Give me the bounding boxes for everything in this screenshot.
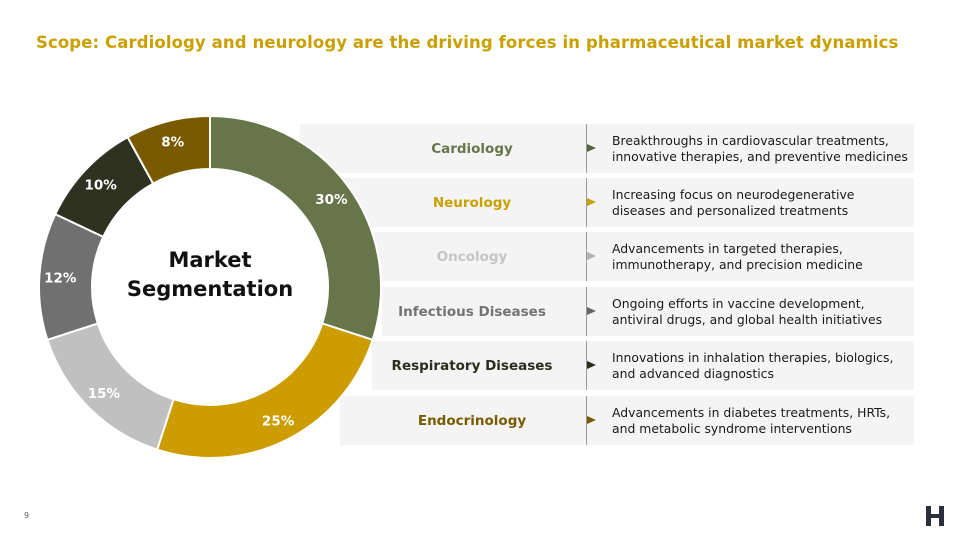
- segment-description: Breakthroughs in cardiovascular treatmen…: [612, 132, 908, 164]
- segment-divider: [586, 124, 587, 173]
- segment-row: Respiratory Diseases Innovations in inhal…: [372, 341, 914, 390]
- slide-title: Scope: Cardiology and neurology are the …: [36, 33, 899, 52]
- arrow-right-icon: [587, 198, 596, 206]
- segment-row: Oncology Advancements in targeted therapi…: [372, 232, 914, 281]
- arrow-right-icon: [587, 307, 596, 315]
- arrow-right-icon: [587, 416, 596, 424]
- segment-divider: [586, 287, 587, 336]
- segment-divider: [586, 232, 587, 281]
- donut-slice: [126, 114, 211, 185]
- segment-divider: [586, 341, 587, 390]
- segment-description: Advancements in targeted therapies, immu…: [612, 240, 863, 272]
- donut-slice-label: 10%: [84, 177, 117, 193]
- segment-name: Cardiology: [431, 140, 513, 157]
- segment-row: Endocrinology Advancements in diabetes tr…: [340, 396, 914, 445]
- donut-slice-label: 25%: [262, 414, 295, 430]
- arrow-right-icon: [587, 252, 596, 260]
- segment-row: Cardiology Breakthroughs in cardiovascula…: [300, 124, 914, 173]
- segment-name: Oncology: [436, 248, 508, 265]
- segment-description: Increasing focus on neurodegenerative di…: [612, 186, 855, 218]
- donut-slice-label: 30%: [315, 192, 348, 208]
- segment-name: Respiratory Diseases: [391, 357, 553, 374]
- donut-center-label: Market Segmentation: [126, 248, 294, 301]
- brand-logo-icon: [926, 506, 944, 526]
- segment-divider: [586, 396, 587, 445]
- donut-slice: [209, 114, 382, 342]
- donut-slice-label: 8%: [161, 135, 184, 151]
- arrow-right-icon: [587, 144, 596, 152]
- segment-name: Neurology: [432, 194, 512, 211]
- donut-slice-label: 15%: [88, 386, 121, 402]
- segment-divider: [586, 178, 587, 227]
- donut-slice: [155, 322, 374, 459]
- segment-row: Infectious Diseases Ongoing efforts in va…: [382, 287, 914, 336]
- page-number: 9: [24, 511, 30, 520]
- segment-name: Endocrinology: [417, 412, 527, 429]
- segment-description: Ongoing efforts in vaccine development, …: [612, 295, 883, 327]
- segment-name: Infectious Diseases: [398, 303, 546, 320]
- donut-slice-label: 12%: [44, 271, 77, 287]
- arrow-right-icon: [587, 361, 596, 369]
- segment-description: Advancements in diabetes treatments, HRT…: [612, 404, 891, 436]
- segment-row: Neurology Increasing focus on neurodegene…: [340, 178, 914, 227]
- segment-description: Innovations in inhalation therapies, bio…: [612, 349, 894, 381]
